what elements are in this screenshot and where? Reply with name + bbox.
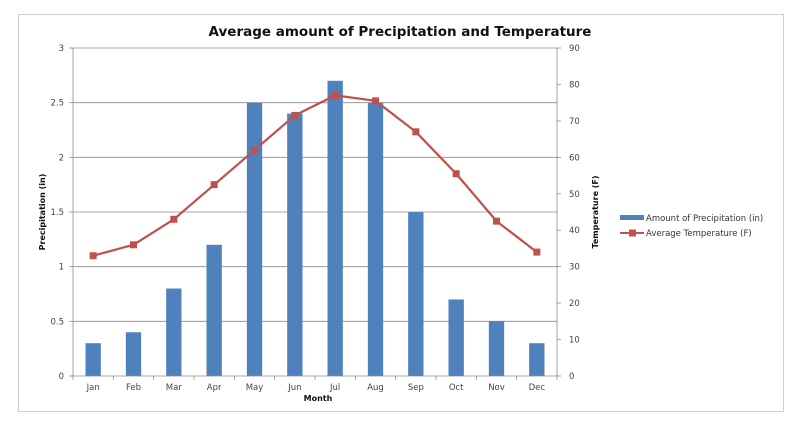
bar-aug [367,102,384,377]
y2-tick-label: 50 [569,190,580,200]
bar-series [85,80,545,377]
x-tick-label: Jan [86,383,100,393]
x-tick-label: Mar [166,383,183,393]
y2-tick-label: 60 [569,153,580,163]
temperature-marker-apr [210,181,218,189]
temperature-marker-nov [493,217,500,225]
bar-mar [166,288,182,376]
temperature-marker-feb [130,241,137,249]
y2-tick-label: 40 [569,226,580,236]
left-axis-ticks: 0 0.5 1 1.5 2 2.5 3 [50,44,64,382]
chart-frame [18,14,784,412]
y2-tick-label: 10 [569,336,580,346]
temperature-line [92,94,538,257]
temperature-marker-jul [331,91,339,99]
temperature-marker-jan [89,252,97,260]
y-tick-label: 1.5 [50,208,64,218]
y2-tick-label: 90 [569,44,580,54]
temperature-marker-aug [372,97,379,105]
x-tick-label: Jun [287,383,301,393]
y2-tick-label: 80 [569,80,580,90]
y-axis-label: Precipitation (in) [38,174,47,251]
chart-title: Average amount of Precipitation and Temp… [209,24,592,40]
x-tick-label: Apr [207,383,222,393]
y2-tick-label: 0 [569,372,574,382]
bar-jan [85,343,101,376]
temperature-marker-mar [170,215,178,223]
legend-swatch-precipitation [620,215,644,220]
y-tick-label: 0.5 [50,317,64,327]
bar-jun [287,113,303,376]
x-tick-label: May [246,383,264,393]
y-tick-label: 3 [59,44,64,54]
y2-tick-label: 30 [569,263,580,273]
gridlines [73,47,557,322]
axes [69,47,561,380]
bar-nov [488,321,505,376]
right-axis-ticks: 0 10 20 30 40 50 60 70 80 90 [569,44,580,382]
bar-apr [206,244,222,376]
bar-jul [327,80,343,377]
y-tick-label: 2.5 [50,99,64,109]
x-tick-label: Jul [329,383,340,393]
y2-tick-label: 20 [569,299,580,309]
temperature-marker-oct [452,170,460,178]
bar-feb [125,332,142,376]
x-tick-label: Sep [408,383,424,393]
bar-dec [529,343,545,376]
temperature-marker-may [251,146,258,154]
bar-sep [408,212,424,376]
legend: Amount of Precipitation (in) Average Temp… [620,214,763,239]
y-tick-label: 0 [59,372,64,382]
x-tick-label: Oct [449,383,464,393]
legend-label-temperature: Average Temperature (F) [646,229,752,239]
y-tick-label: 1 [59,263,64,273]
x-tick-label: Aug [367,383,384,393]
bar-may [246,102,263,377]
y2-tick-label: 70 [569,117,580,127]
x-axis-ticks: Jan Feb Mar Apr May Jun Jul Aug Sep Oct Nov Dec [86,383,546,393]
x-tick-label: Nov [488,383,505,393]
x-tick-label: Feb [126,383,141,393]
x-axis-label: Month [304,394,333,403]
temperature-marker-sep [412,128,420,136]
y2-axis-label: Temperature (F) [591,175,600,248]
bar-oct [448,299,464,376]
line-series [89,91,541,260]
temperature-marker-dec [533,248,541,256]
legend-label-precipitation: Amount of Precipitation (in) [646,214,763,224]
y-tick-label: 2 [59,153,64,163]
temperature-marker-jun [291,111,299,119]
legend-marker-temperature [629,229,636,237]
x-tick-label: Dec [529,383,546,393]
